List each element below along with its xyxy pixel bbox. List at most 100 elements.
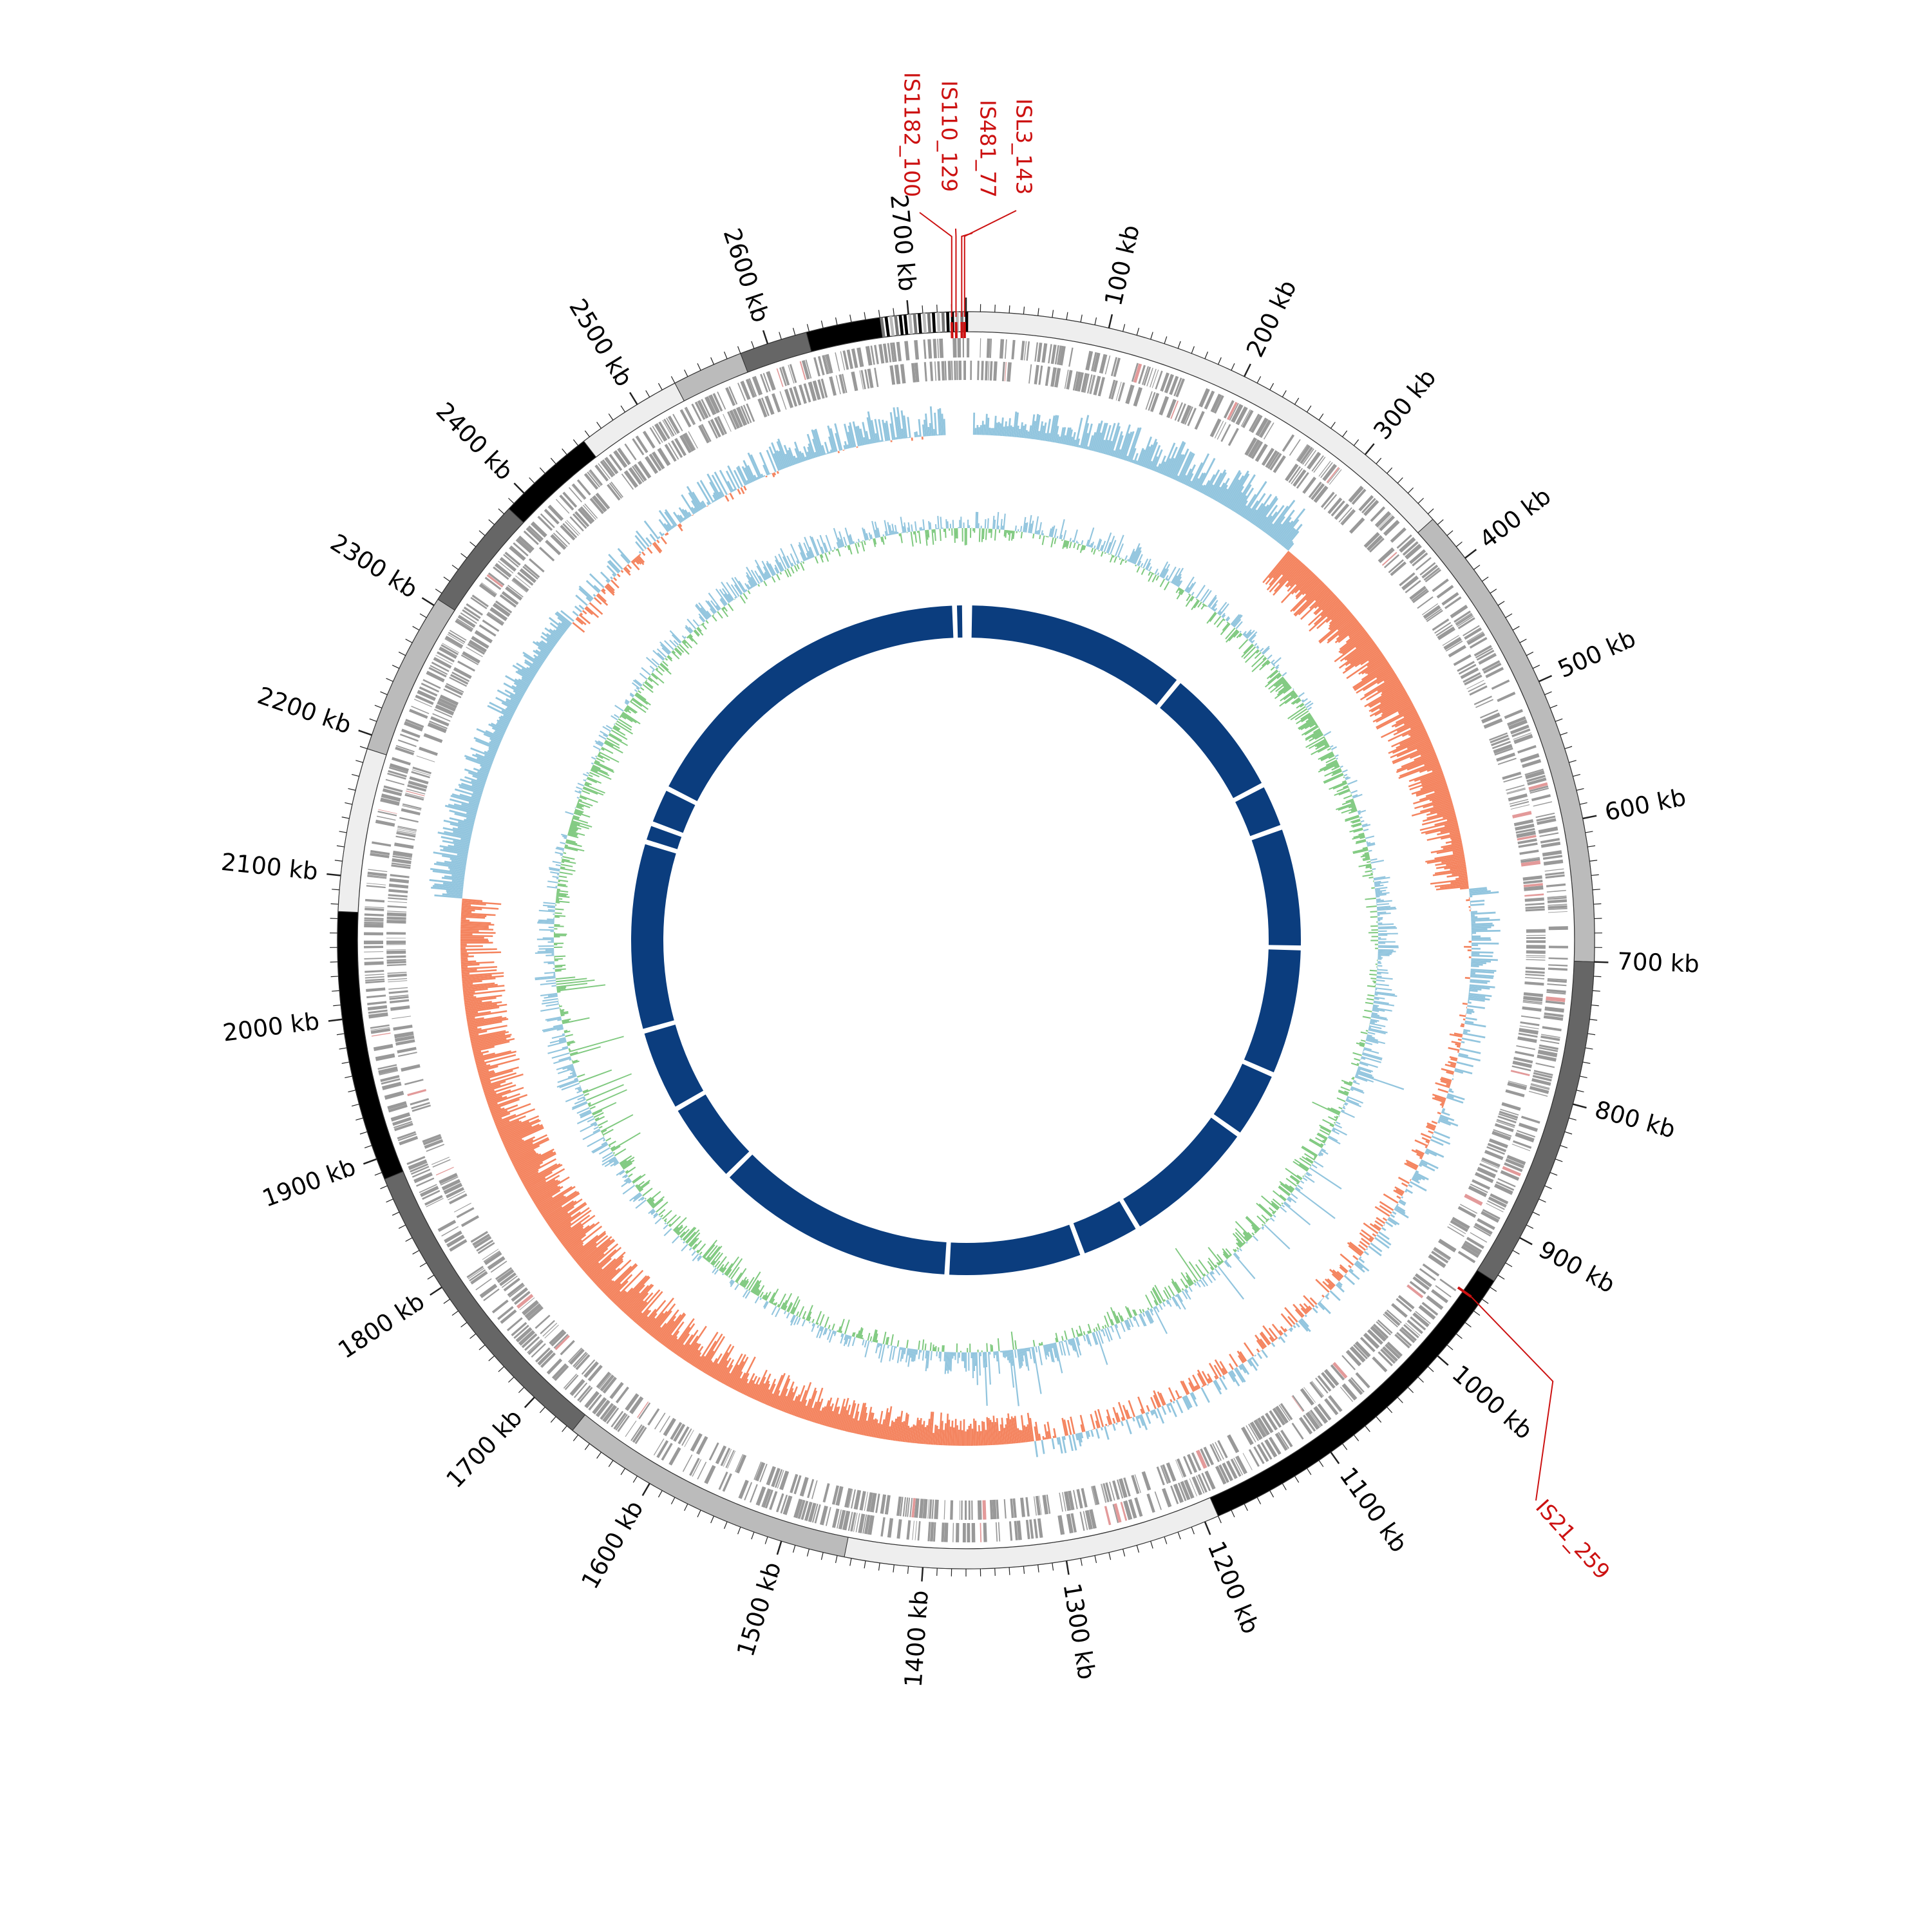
track-bin	[540, 640, 554, 650]
track-bin	[462, 974, 492, 979]
track-bin	[1037, 431, 1041, 440]
gene-forward	[1535, 812, 1555, 819]
gene-reverse	[507, 585, 524, 598]
track-bin	[1443, 844, 1463, 850]
gene-reverse	[1087, 374, 1093, 394]
minor-tick	[1342, 1443, 1348, 1450]
track-bin	[1341, 633, 1369, 655]
gene-reverse	[432, 713, 451, 722]
track-bin	[1141, 567, 1143, 569]
track-bin	[714, 1345, 735, 1379]
gene-forward	[364, 951, 384, 952]
track-bin	[1040, 1343, 1042, 1346]
track-bin	[1437, 1121, 1441, 1124]
gene-reverse	[1296, 471, 1309, 489]
track-bin	[1320, 1143, 1324, 1146]
gene-reverse	[1435, 624, 1453, 636]
track-bin	[1122, 559, 1125, 562]
track-bin	[650, 1310, 672, 1337]
track-bin	[862, 1338, 864, 1340]
track-bin	[1447, 1093, 1465, 1101]
track-bin	[1148, 566, 1152, 572]
gene-forward	[444, 638, 462, 649]
gene-reverse	[1133, 387, 1143, 407]
track-bin	[444, 804, 477, 815]
gene-forward	[1439, 1278, 1457, 1291]
track-bin	[772, 1390, 781, 1408]
track-bin	[1063, 435, 1066, 445]
gene-forward	[571, 484, 585, 500]
track-bin	[1054, 538, 1057, 544]
track-bin	[821, 445, 826, 455]
gene-forward	[1470, 1232, 1488, 1243]
track-bin	[1215, 1264, 1218, 1268]
gene-forward	[939, 338, 944, 358]
gene-forward	[1222, 1462, 1233, 1482]
track-bin	[826, 1329, 832, 1340]
minor-tick	[1256, 1497, 1262, 1504]
gene-reverse	[911, 363, 916, 383]
track-bin	[1246, 493, 1266, 521]
gene-reverse	[1117, 382, 1125, 402]
tick-label: 1600 kb	[576, 1496, 649, 1594]
track-bin	[494, 1113, 516, 1124]
gene-reverse	[1004, 362, 1007, 382]
gene-forward	[1066, 1513, 1074, 1534]
track-bin	[540, 650, 549, 657]
track-bin	[604, 585, 615, 596]
gene-reverse	[1457, 1206, 1477, 1218]
gene-forward	[468, 1267, 485, 1280]
gene-forward	[365, 980, 385, 984]
gene-forward	[927, 1522, 931, 1542]
track-bin	[549, 1202, 587, 1228]
track-bin	[461, 972, 470, 975]
track-bin	[1343, 1082, 1352, 1086]
track-bin	[865, 431, 870, 444]
track-bin	[1149, 444, 1161, 470]
gene-forward	[1539, 832, 1559, 837]
track-bin	[464, 996, 477, 999]
track-bin	[1434, 819, 1457, 826]
major-tick	[906, 300, 909, 315]
track-bin	[479, 1066, 519, 1079]
tick-label: 1800 kb	[333, 1287, 430, 1364]
track-bin	[1388, 1217, 1400, 1226]
gene-reverse	[1490, 734, 1509, 744]
track-bin	[1032, 1340, 1036, 1347]
track-bin	[592, 594, 596, 597]
gene-forward	[1500, 1170, 1520, 1181]
track-bin	[434, 883, 464, 889]
gene-reverse	[569, 516, 584, 532]
gene-forward	[530, 521, 547, 538]
track-bin	[1379, 1205, 1392, 1215]
track-bin	[1252, 506, 1266, 525]
gene-reverse	[812, 380, 821, 401]
track-bin	[1104, 1423, 1108, 1426]
track-bin	[757, 1285, 765, 1296]
track-bin	[1256, 1352, 1263, 1359]
track-bin	[1360, 1039, 1366, 1043]
track-bin	[1203, 1273, 1206, 1276]
gene-forward	[1511, 728, 1531, 737]
track-bin	[1098, 1330, 1104, 1344]
track-bin	[1471, 951, 1494, 954]
track-bin	[1409, 777, 1445, 791]
track-bin	[512, 1151, 537, 1166]
track-bin	[602, 1128, 614, 1136]
track-bin	[1324, 1295, 1329, 1300]
track-bin	[938, 1347, 940, 1352]
gene-forward	[788, 365, 795, 384]
track-bin	[1328, 610, 1350, 630]
minor-tick	[332, 889, 340, 891]
track-bin	[611, 1291, 621, 1302]
gene-forward	[1461, 1245, 1479, 1258]
track-bin	[763, 475, 766, 477]
track-bin	[559, 1080, 579, 1088]
track-bin	[1032, 533, 1035, 539]
track-bin	[935, 1425, 938, 1445]
gene-reverse	[1524, 886, 1544, 891]
track-bin	[562, 1017, 590, 1025]
track-bin	[997, 1338, 1000, 1352]
gene-forward	[1155, 370, 1163, 390]
track-bin	[968, 1352, 970, 1371]
